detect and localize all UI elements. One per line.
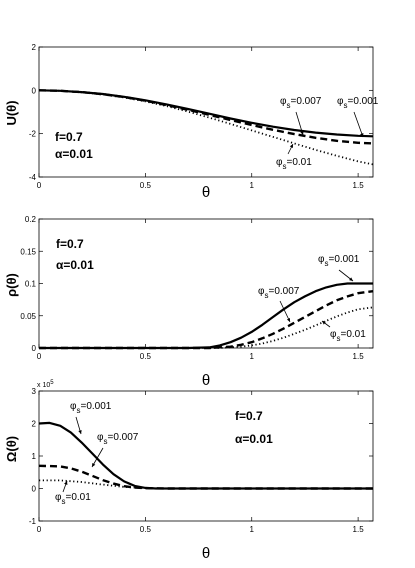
- parameter-label: α=0.01: [56, 258, 94, 272]
- parameter-label: f=0.7: [56, 237, 84, 251]
- annotation-arrowhead: [300, 131, 304, 135]
- series-annotation-label: φs=0.01: [276, 157, 312, 171]
- y-tick-label: 0.1: [25, 280, 37, 289]
- x-tick-label: 1: [250, 181, 255, 190]
- parameter-label: α=0.01: [55, 147, 93, 161]
- series-annotation-label: φs=0.01: [55, 492, 91, 506]
- series-line-dashed: [39, 290, 374, 350]
- y-axis-label: ρ(θ): [4, 273, 19, 297]
- annotation-arrowhead: [360, 133, 364, 137]
- x-tick-label: 0.5: [140, 352, 152, 361]
- x-tick-label: 0: [37, 525, 42, 534]
- series-line-dashed: [38, 464, 373, 490]
- plot-frame: [38, 218, 374, 349]
- x-axis-label: θ: [202, 372, 210, 389]
- series-line-solid: [39, 282, 373, 350]
- chart-panel-2: 0 0.5 1 1.5 0 0.05 0.1 0.15 0.2 θ ρ(θ) f=0.7 α=0.01 φ…: [4, 215, 374, 389]
- x-tick-label: 1.5: [353, 181, 365, 190]
- y-axis-label: U(θ): [4, 100, 19, 125]
- x-axis-label: θ: [202, 184, 210, 201]
- annotation-arrowhead: [78, 430, 82, 434]
- series-annotation-label: φs=0.007: [258, 286, 300, 300]
- y-tick-label: 0.2: [25, 215, 37, 224]
- annotation-pointer-line: [279, 300, 291, 323]
- y-tick-label: -2: [29, 130, 37, 139]
- y-tick-label: 0.15: [20, 247, 36, 256]
- series-annotation-label: φs=0.007: [280, 96, 322, 110]
- y-axis-label: Ω(θ): [4, 436, 19, 462]
- parameter-label: α=0.01: [235, 432, 273, 446]
- annotation-arrowhead: [286, 318, 290, 322]
- y-tick-label: 3: [32, 387, 37, 396]
- plot-frame: [38, 46, 374, 178]
- series-annotation-label: φs=0.01: [330, 329, 366, 343]
- series-line-dotted: [39, 306, 374, 349]
- annotation-arrowhead: [92, 463, 96, 467]
- parameter-label: f=0.7: [235, 409, 263, 423]
- annotation-pointer-line: [353, 111, 364, 138]
- y-tick-label: 1: [32, 452, 37, 461]
- y-tick-label: 0.05: [20, 312, 36, 321]
- y-tick-label: -4: [29, 173, 37, 182]
- annotation-arrowhead: [64, 481, 68, 485]
- x-tick-label: 0.5: [140, 181, 152, 190]
- series-annotation-label: φs=0.007: [97, 432, 139, 446]
- x-tick-label: 0: [37, 181, 42, 190]
- chart-panel-1: 0 0.5 1 1.5 -4 -2 0 2 θ U(θ) f=0.7 α=0.01 φs=0.007 φs…: [4, 43, 379, 201]
- x-tick-label: 1.5: [353, 525, 365, 534]
- series-annotation-label: φs=0.001: [337, 96, 379, 110]
- y-tick-label: 0: [32, 86, 37, 95]
- y-tick-label: 0: [32, 485, 37, 494]
- x-tick-label: 1: [250, 525, 255, 534]
- annotation-arrowhead: [322, 321, 326, 325]
- x-axis-label: θ: [202, 545, 210, 562]
- series-annotation-label: φs=0.001: [70, 401, 112, 415]
- y-tick-label: 2: [32, 420, 37, 429]
- annotation-arrowhead: [289, 144, 293, 148]
- annotation-pointer-line: [91, 447, 104, 468]
- series-line-dashed: [38, 89, 374, 145]
- annotation-pointer-line: [295, 111, 304, 136]
- series-line-dotted: [39, 479, 373, 490]
- x-tick-label: 0: [37, 352, 42, 361]
- x-tick-label: 0.5: [140, 525, 152, 534]
- y-multiplier-label: x 105: [37, 380, 54, 389]
- y-tick-label: -1: [29, 517, 37, 526]
- series-annotation-label: φs=0.001: [318, 254, 360, 268]
- y-tick-label: 0: [32, 344, 37, 353]
- y-tick-label: 2: [32, 43, 37, 52]
- series-line-solid: [38, 421, 373, 490]
- parameter-label: f=0.7: [55, 130, 83, 144]
- annotation-arrowhead: [349, 277, 353, 281]
- x-tick-label: 1: [250, 352, 255, 361]
- x-tick-label: 1.5: [353, 352, 365, 361]
